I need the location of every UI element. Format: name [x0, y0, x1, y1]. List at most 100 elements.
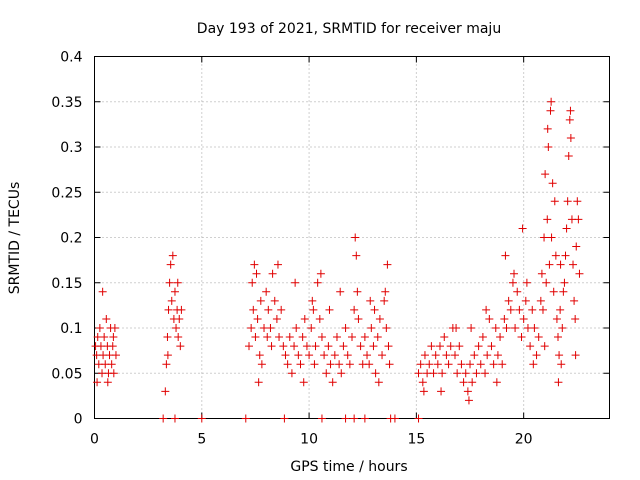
data-point	[373, 333, 382, 342]
data-point	[440, 333, 449, 342]
data-point	[366, 296, 375, 305]
data-point	[532, 351, 541, 360]
data-point	[502, 324, 511, 332]
data-point	[350, 414, 359, 423]
data-point	[341, 414, 350, 423]
y-tick-label: 0.1	[60, 321, 82, 337]
data-point	[159, 414, 168, 423]
data-point	[554, 333, 562, 342]
data-point	[489, 360, 498, 369]
data-point	[566, 133, 575, 142]
data-point	[326, 360, 335, 369]
data-point	[292, 324, 301, 332]
data-point	[247, 324, 256, 332]
data-point	[369, 342, 378, 351]
data-point	[482, 305, 491, 314]
data-point	[381, 287, 390, 296]
data-point	[309, 305, 318, 314]
data-point	[433, 360, 442, 369]
data-point	[305, 351, 314, 360]
data-point	[444, 360, 453, 369]
data-point	[313, 278, 322, 287]
data-point	[551, 251, 560, 260]
data-point	[370, 305, 379, 314]
data-point	[521, 296, 530, 305]
data-point	[463, 387, 472, 396]
data-point	[573, 197, 582, 206]
data-point	[566, 106, 575, 115]
data-point	[354, 314, 363, 323]
data-point	[427, 342, 436, 351]
data-point	[559, 287, 568, 296]
data-point	[570, 296, 579, 305]
y-tick-label: 0.3	[60, 140, 82, 156]
data-point	[382, 324, 391, 332]
data-point	[371, 369, 380, 378]
data-point	[414, 414, 423, 423]
data-point	[352, 251, 361, 260]
data-point	[545, 260, 554, 269]
data-point	[108, 342, 117, 351]
data-point	[556, 305, 565, 314]
data-point	[500, 314, 509, 323]
data-point	[165, 278, 174, 287]
data-point	[429, 369, 438, 378]
data-point	[365, 360, 374, 369]
y-tick-label: 0.15	[51, 276, 82, 292]
data-point	[302, 342, 311, 351]
data-point	[466, 360, 475, 369]
data-point	[336, 287, 345, 296]
data-point	[363, 351, 372, 360]
data-point	[552, 314, 561, 323]
data-point	[341, 324, 350, 332]
data-point	[550, 197, 559, 206]
data-point	[257, 360, 266, 369]
data-point	[103, 378, 112, 387]
data-point	[517, 333, 526, 342]
x-tick-labels: 0 5 10 15 20	[90, 432, 533, 448]
data-point	[253, 314, 262, 323]
data-point	[339, 342, 348, 351]
data-point	[298, 333, 307, 342]
data-point	[385, 360, 394, 369]
data-point	[356, 342, 365, 351]
data-point	[335, 360, 344, 369]
data-point	[175, 314, 184, 323]
data-point	[353, 287, 362, 296]
data-point	[526, 342, 535, 351]
data-point	[528, 305, 537, 314]
data-point	[98, 287, 107, 296]
data-point	[518, 224, 527, 233]
data-point	[343, 351, 352, 360]
data-point	[571, 351, 580, 360]
data-point	[420, 351, 429, 360]
data-point	[451, 351, 459, 360]
data-point	[556, 260, 565, 269]
data-point	[375, 314, 384, 323]
data-point	[555, 351, 564, 360]
data-point	[280, 414, 289, 423]
data-point	[558, 324, 567, 332]
data-point	[493, 351, 502, 360]
data-point	[348, 333, 356, 342]
x-tick-label: 15	[407, 432, 425, 448]
data-point	[575, 269, 584, 278]
data-point	[279, 342, 288, 351]
data-point	[245, 342, 253, 351]
data-point	[554, 378, 563, 387]
data-point	[287, 369, 296, 378]
data-point	[546, 106, 555, 115]
data-point	[264, 305, 273, 314]
data-point	[360, 333, 369, 342]
data-point	[299, 378, 308, 387]
data-point	[472, 369, 481, 378]
y-tick-label: 0.25	[51, 185, 82, 201]
data-point	[374, 378, 383, 387]
data-point	[250, 260, 259, 269]
data-point	[416, 360, 425, 369]
x-axis-label: GPS time / hours	[290, 459, 407, 475]
data-point	[547, 97, 556, 106]
data-point	[515, 305, 524, 314]
data-point	[291, 278, 300, 287]
data-point	[496, 333, 505, 342]
